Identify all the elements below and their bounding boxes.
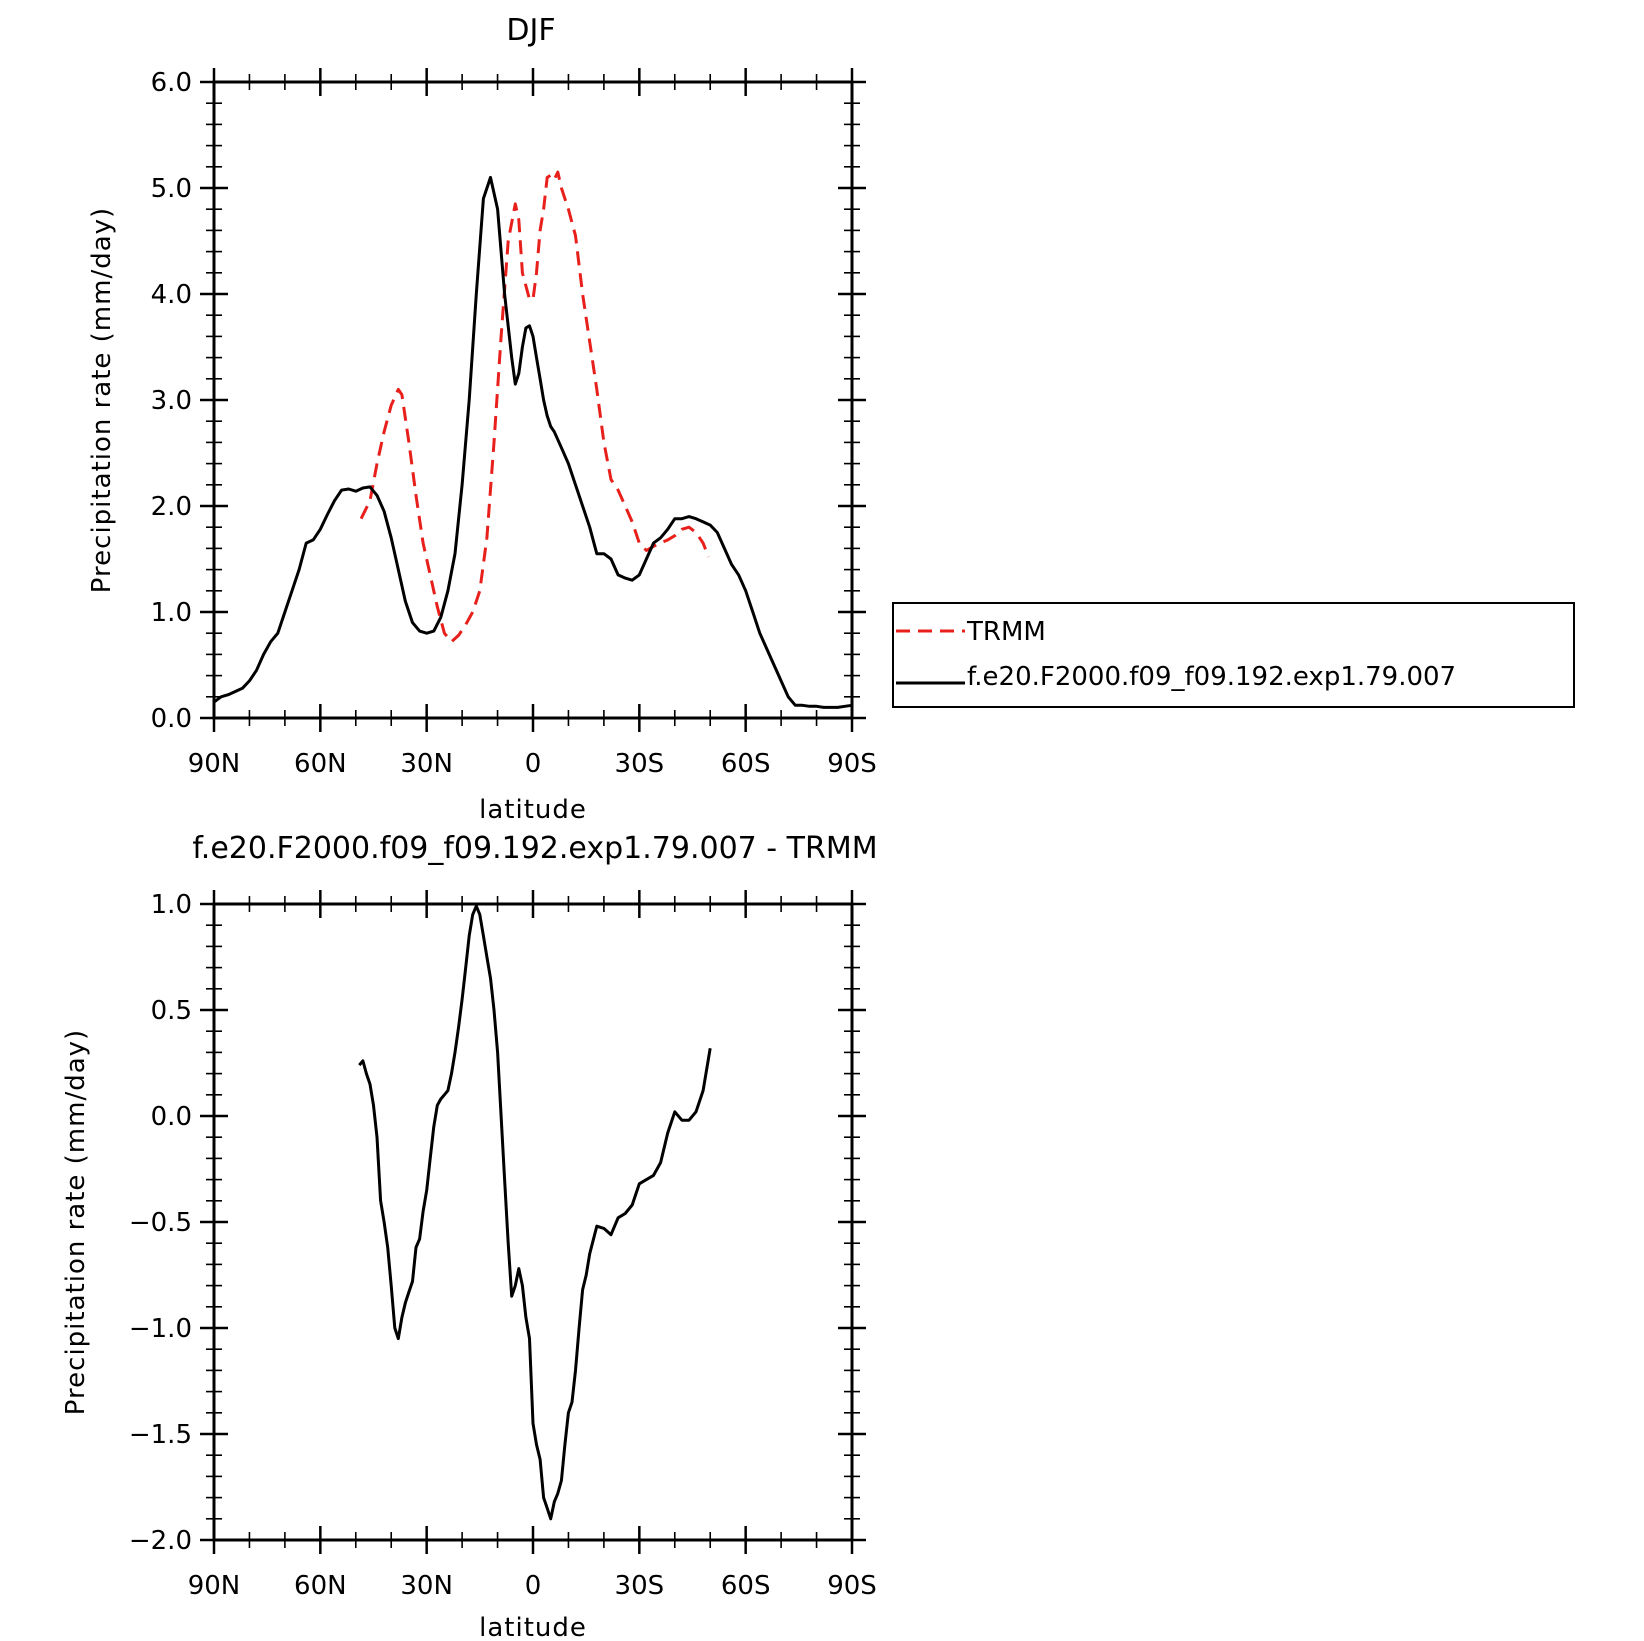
x-tick-label: 30S xyxy=(615,1571,665,1601)
legend: TRMM f.e20.F2000.f09_f09.192.exp1.79.007 xyxy=(892,602,1575,708)
panel-djf: DJF 0.0 1.0 2.0 3.0 4.0 5.0 6.0 90N 60N 30N 0 30S 6… xyxy=(87,13,1575,825)
panel-djf-y-ticks: 0.0 1.0 2.0 3.0 4.0 5.0 6.0 xyxy=(151,68,866,734)
panel-difference-series-lines xyxy=(358,904,712,1521)
panel-difference-title: f.e20.F2000.f09_f09.192.exp1.79.007 - TR… xyxy=(192,831,877,866)
y-tick-label: −0.5 xyxy=(129,1208,192,1238)
panel-difference-plot-frame xyxy=(212,902,854,1542)
panel-djf-x-ticks: 90N 60N 30N 0 30S 60S 90S xyxy=(188,68,877,779)
y-tick-label: −1.5 xyxy=(129,1420,192,1450)
panel-difference-x-ticks: 90N 60N 30N 0 30S 60S 90S xyxy=(188,890,877,1601)
series-line-trmm xyxy=(359,170,710,644)
y-tick-label: 1.0 xyxy=(151,598,192,628)
panel-difference-x-axis-title: latitude xyxy=(479,1613,587,1641)
panel-difference-y-axis-title: Precipitation rate (mm/day) xyxy=(61,1029,91,1415)
x-tick-label: 30N xyxy=(400,1571,453,1601)
y-tick-label: 6.0 xyxy=(151,68,192,98)
y-tick-label: 4.0 xyxy=(151,280,192,310)
x-tick-label: 60N xyxy=(294,749,347,779)
x-tick-label: 30N xyxy=(400,749,453,779)
panel-djf-title: DJF xyxy=(506,13,555,48)
x-tick-label: 90N xyxy=(188,749,241,779)
x-tick-label: 90S xyxy=(827,749,877,779)
x-tick-label: 60N xyxy=(294,1571,347,1601)
x-tick-label: 60S xyxy=(721,1571,771,1601)
x-tick-label: 0 xyxy=(525,1571,542,1601)
y-tick-label: 0.5 xyxy=(151,996,192,1026)
y-tick-label: 3.0 xyxy=(151,386,192,416)
panel-djf-y-axis-title: Precipitation rate (mm/day) xyxy=(87,207,117,593)
x-tick-label: 60S xyxy=(721,749,771,779)
y-tick-label: −1.0 xyxy=(129,1314,192,1344)
x-tick-label: 30S xyxy=(615,749,665,779)
panel-difference: f.e20.F2000.f09_f09.192.exp1.79.007 - TR… xyxy=(61,831,878,1641)
y-tick-label: 5.0 xyxy=(151,174,192,204)
x-tick-label: 0 xyxy=(525,749,542,779)
series-line-difference xyxy=(358,904,712,1521)
panel-difference-y-ticks: −2.0 −1.5 −1.0 −0.5 0.0 0.5 1.0 xyxy=(129,890,866,1556)
y-tick-label: 2.0 xyxy=(151,492,192,522)
panel-djf-x-axis-title: latitude xyxy=(479,795,587,825)
y-tick-label: 0.0 xyxy=(151,1102,192,1132)
panel-djf-series-lines xyxy=(213,170,853,709)
y-tick-label: 0.0 xyxy=(151,704,192,734)
y-tick-label: −2.0 xyxy=(129,1526,192,1556)
legend-label-model: f.e20.F2000.f09_f09.192.exp1.79.007 xyxy=(967,662,1456,692)
legend-box xyxy=(892,602,1575,708)
series-line-f-e20-f2000-f09-f09-192-exp1-79-007 xyxy=(213,175,853,709)
x-tick-label: 90S xyxy=(827,1571,877,1601)
legend-label-trmm: TRMM xyxy=(966,617,1046,647)
x-tick-label: 90N xyxy=(188,1571,241,1601)
y-tick-label: 1.0 xyxy=(151,890,192,920)
